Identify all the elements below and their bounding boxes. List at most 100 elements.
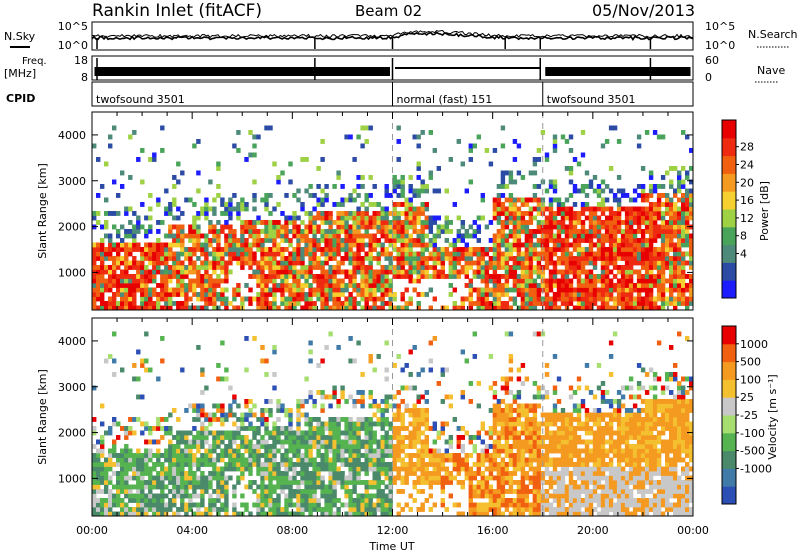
power-cell [557,207,561,212]
power-cell [344,247,348,252]
power-cell [565,288,569,293]
power-cell [577,220,581,225]
velocity-cell [180,485,184,490]
velocity-cell [112,453,116,458]
power-cell [549,279,553,284]
power-cell [629,297,633,302]
power-cell [296,270,300,275]
power-cell [236,256,240,261]
velocity-cell [268,449,272,454]
power-cell [284,261,288,266]
power-cell [649,238,653,243]
velocity-cell [104,467,108,472]
velocity-cell [208,476,212,481]
power-cell [244,229,248,234]
velocity-cell [433,467,437,472]
velocity-cell [132,453,136,458]
power-cell [272,261,276,266]
velocity-cell [212,449,216,454]
power-cell [417,220,421,225]
power-cell [356,252,360,257]
power-cell [96,288,100,293]
velocity-cell [172,467,176,472]
power-cell [100,238,104,243]
velocity-cell [344,399,348,404]
velocity-cell [304,377,308,382]
velocity-cell [204,386,208,391]
power-cell [629,211,633,216]
power-cell [525,220,529,225]
power-cell [537,283,541,288]
velocity-cell [120,498,124,503]
velocity-cell [184,444,188,449]
velocity-cell [417,489,421,494]
velocity-cell [252,431,256,436]
power-cell [160,256,164,261]
velocity-cell [413,345,417,350]
velocity-cell [216,440,220,445]
velocity-cell [469,467,473,472]
noise-search-trace [92,31,693,38]
power-cell [284,220,288,225]
power-cell [549,216,553,221]
power-cell [116,279,120,284]
power-cell [260,261,264,266]
velocity-cell [200,489,204,494]
power-cell [112,265,116,270]
velocity-cell [489,354,493,359]
power-cell [485,292,489,297]
velocity-cell [168,426,172,431]
velocity-cell [180,458,184,463]
velocity-cell [348,462,352,467]
velocity-cell [324,435,328,440]
power-cell [621,279,625,284]
velocity-cell [469,498,473,503]
power-cell [421,256,425,261]
power-cell [180,274,184,279]
power-cell [501,301,505,306]
power-cell [533,292,537,297]
velocity-cell [256,444,260,449]
velocity-cell [328,485,332,490]
power-cell [312,265,316,270]
velocity-cell [120,485,124,490]
velocity-cell [192,494,196,499]
power-cell [537,301,541,306]
power-cell [389,283,393,288]
power-cell [92,243,96,248]
power-cell [108,234,112,239]
velocity-cell [360,372,364,377]
velocity-cell [260,507,264,512]
power-cell [669,198,673,203]
velocity-cell [220,449,224,454]
velocity-cell [332,386,336,391]
power-cell [316,229,320,234]
velocity-cell [260,485,264,490]
velocity-cell [236,435,240,440]
velocity-cell [112,332,116,337]
power-cell [581,261,585,266]
power-cell [344,270,348,275]
power-cell [417,135,421,140]
power-cell [196,292,200,297]
velocity-cell [308,494,312,499]
power-cell [316,265,320,270]
power-cell [425,184,429,189]
power-cell [128,279,132,284]
power-cell [565,198,569,203]
power-cell [533,234,537,239]
velocity-cell [360,503,364,508]
power-cell [300,252,304,257]
velocity-cell [248,426,252,431]
power-cell [196,229,200,234]
velocity-cell [308,458,312,463]
velocity-cell [116,498,120,503]
power-cell [473,274,477,279]
power-cell [112,126,116,131]
velocity-cell [268,507,272,512]
power-cell [268,211,272,216]
velocity-cell [348,480,352,485]
velocity-cell [220,431,224,436]
velocity-cell [272,426,276,431]
power-cell [236,202,240,207]
